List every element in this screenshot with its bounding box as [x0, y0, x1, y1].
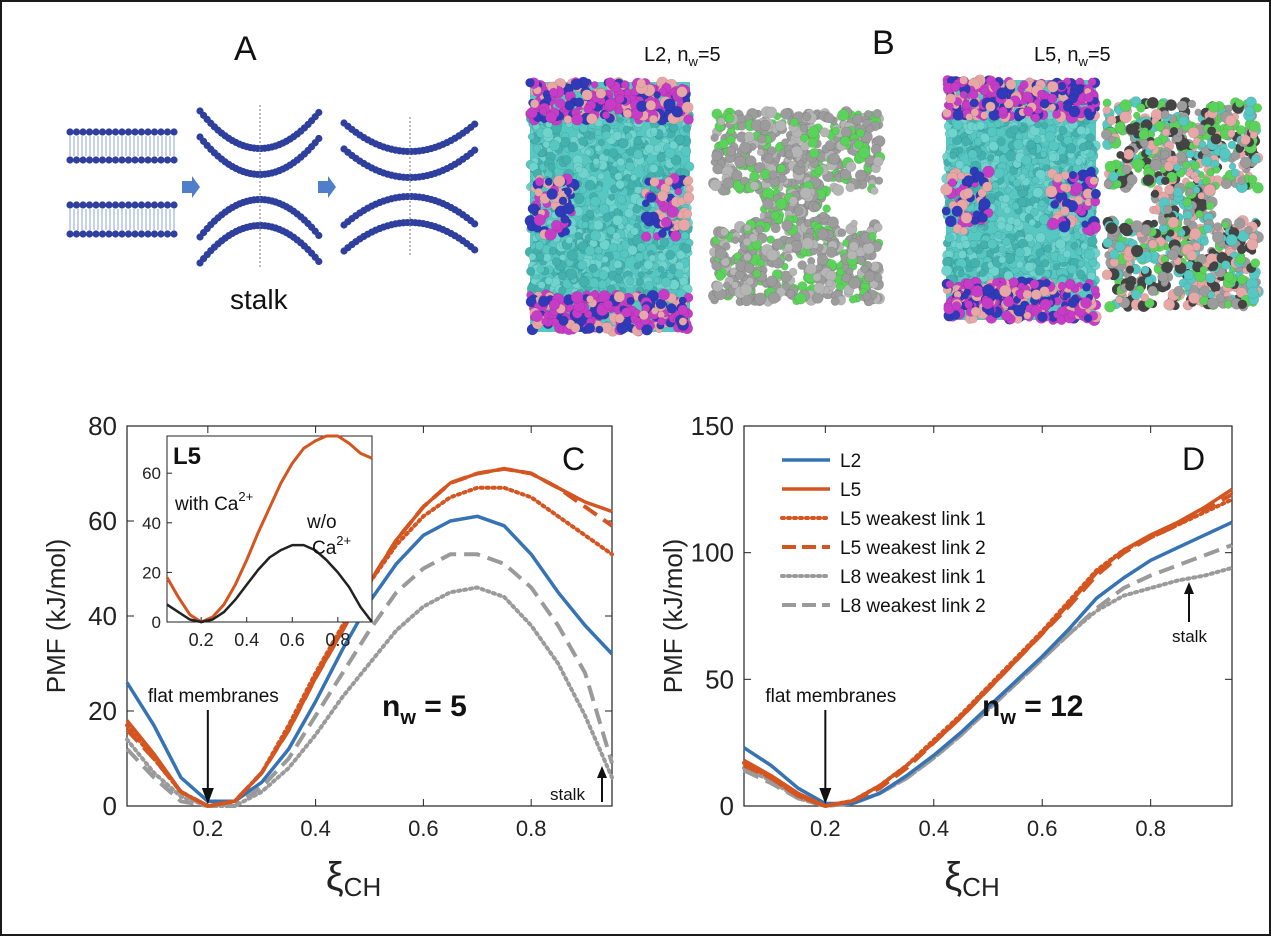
- inset-y-tick-label: 0: [152, 613, 161, 632]
- legend-label: L5 weakest link 2: [840, 538, 986, 559]
- x-tick-label: 0.6: [1027, 816, 1058, 841]
- y-tick-label: 20: [88, 696, 117, 726]
- legend-label: L2: [840, 451, 861, 472]
- x-axis-label: ξCH: [326, 855, 381, 902]
- x-tick-label: 0.4: [918, 816, 949, 841]
- y-tick-label: 50: [705, 664, 734, 694]
- inset-wo-label: w/o: [306, 512, 337, 533]
- panel-c-plot: 0.2 0.4 0.6 0.8 0 20 40 60 80 PMF (kJ/mol) ξCH Cnw …: [41, 411, 612, 902]
- stalk-arrowhead-icon: [1184, 582, 1194, 594]
- plot-frame-D: [744, 426, 1232, 806]
- y-tick-label: 80: [88, 411, 117, 441]
- inset-x-tick-label: 0.2: [189, 630, 214, 650]
- inset-x-tick-label: 0.4: [234, 630, 259, 650]
- x-tick-label: 0.2: [810, 816, 841, 841]
- panel-d-plot: 0.2 0.4 0.6 0.8 0 50 100 150 PMF (kJ/mol) ξCH Dnw …: [658, 411, 1232, 902]
- series-line-l5: [744, 489, 1232, 806]
- x-tick-label: 0.4: [300, 816, 331, 841]
- legend-label: L8 weakest link 2: [840, 596, 986, 617]
- flat-membranes-label: flat membranes: [148, 686, 279, 707]
- x-tick-label: 0.2: [193, 816, 224, 841]
- inset-x-tick-label: 0.8: [325, 630, 350, 650]
- series-line-l2: [744, 522, 1232, 803]
- inset-label: L5: [173, 443, 201, 470]
- nw-annotation: nw = 5: [382, 690, 467, 729]
- y-tick-label: 100: [691, 538, 734, 568]
- legend-label: L5: [840, 480, 861, 501]
- inset-y-tick-label: 20: [142, 563, 161, 582]
- y-axis-label: PMF (kJ/mol): [658, 539, 688, 694]
- legend-label: L8 weakest link 1: [840, 567, 986, 588]
- panel-letter: C: [562, 441, 585, 477]
- y-tick-label: 40: [88, 601, 117, 631]
- nw-annotation: nw = 12: [982, 690, 1083, 729]
- stalk-arrowhead-icon: [597, 766, 607, 778]
- panel-letter: D: [1182, 441, 1205, 477]
- x-axis-label: ξCH: [944, 855, 999, 902]
- x-tick-label: 0.6: [408, 816, 439, 841]
- y-tick-label: 60: [88, 506, 117, 536]
- stalk-label-d: stalk: [1172, 627, 1207, 646]
- series-line-l5-weakest-link-1: [744, 500, 1232, 807]
- flat-membranes-label: flat membranes: [765, 686, 896, 707]
- inset-y-tick-label: 60: [142, 464, 161, 483]
- legend-label: L5 weakest link 1: [840, 509, 986, 530]
- inset-x-tick-label: 0.6: [280, 630, 305, 650]
- y-tick-label: 150: [691, 411, 734, 441]
- y-tick-label: 0: [720, 791, 734, 821]
- y-axis-label: PMF (kJ/mol): [41, 539, 71, 694]
- x-tick-label: 0.8: [1135, 816, 1166, 841]
- series-line-l5-weakest-link-2: [744, 494, 1232, 806]
- x-tick-label: 0.8: [516, 816, 547, 841]
- y-tick-label: 0: [103, 791, 117, 821]
- inset-y-tick-label: 40: [142, 514, 161, 533]
- stalk-label-c: stalk: [550, 785, 585, 804]
